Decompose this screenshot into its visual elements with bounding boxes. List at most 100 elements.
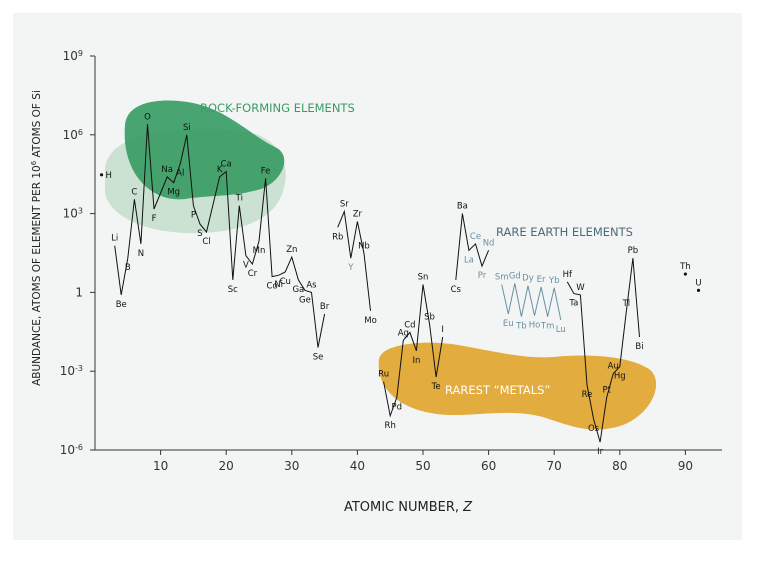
element-label-n: N (138, 249, 144, 259)
element-label-br: Br (320, 302, 330, 312)
x-tick-label: 80 (612, 459, 627, 473)
abundance-series-segment-2 (337, 209, 371, 311)
y-axis-title: ABUNDANCE, ATOMS OF ELEMENT PER 106 ATOM… (30, 90, 43, 386)
element-label-lu: Lu (556, 325, 566, 335)
element-label-y: Y (347, 263, 354, 273)
element-label-co: Co (267, 282, 278, 292)
abundance-series-segment-1 (114, 124, 326, 348)
element-label-sc: Sc (228, 285, 238, 295)
element-label-w: W (576, 283, 585, 293)
element-label-ni: Ni (274, 280, 283, 290)
element-label-rb: Rb (332, 232, 343, 242)
element-label-sm: Sm (495, 272, 509, 282)
x-tick-label: 30 (284, 459, 299, 473)
element-label-v: V (243, 261, 249, 271)
element-label-na: Na (161, 165, 173, 175)
element-label-li: Li (111, 234, 118, 244)
element-label-be: Be (116, 300, 127, 310)
point-u (696, 288, 701, 292)
rare-earth-elements-label: RARE EARTH ELEMENTS (496, 225, 633, 239)
abundance-series-segment-5 (501, 283, 562, 321)
element-label-se: Se (313, 352, 324, 362)
element-label-in: In (412, 356, 420, 366)
x-tick-label: 20 (219, 459, 234, 473)
element-label-cr: Cr (248, 269, 258, 279)
element-label-nb: Nb (358, 242, 370, 252)
point-h (99, 173, 104, 177)
abundance-series-segment-4 (455, 213, 490, 280)
element-label-pd: Pd (391, 402, 402, 412)
element-label-mo: Mo (364, 316, 377, 326)
element-label-gd: Gd (509, 271, 521, 281)
element-label-tl: Tl (622, 299, 631, 309)
rarest-metals-region (378, 342, 657, 430)
element-label-dy: Dy (522, 274, 534, 284)
element-label-ba: Ba (457, 202, 468, 212)
x-tick-label: 50 (415, 459, 430, 473)
element-label-nd: Nd (483, 238, 495, 248)
abundance-series-segment-6 (566, 258, 640, 443)
element-label-sr: Sr (340, 200, 349, 210)
element-label-cu: Cu (280, 277, 291, 287)
y-tick-label: 10-6 (60, 443, 83, 458)
element-label-c: C (131, 187, 137, 197)
element-label-ti: Ti (235, 194, 243, 204)
element-label-al: Al (176, 169, 184, 179)
rarest-metals-label: RAREST “METALS” (445, 383, 550, 397)
element-label-s: S (197, 229, 202, 239)
point-th (683, 272, 688, 276)
element-label-ce: Ce (470, 232, 481, 242)
y-tick-label: 1 (75, 285, 83, 299)
element-label-as: As (306, 280, 317, 290)
element-label-f: F (152, 214, 157, 224)
abundance-chart: 10 20 30 40 50 60 70 80 90 109 106 103 1 10-3 10-6 Li… (30, 49, 722, 515)
x-tick-label: 10 (153, 459, 168, 473)
element-label-tb: Tb (515, 322, 527, 332)
element-label-zr: Zr (353, 210, 363, 220)
element-label-hf: Hf (563, 270, 573, 280)
element-label-er: Er (537, 275, 546, 285)
element-label-o: O (144, 112, 151, 122)
y-tick-label: 10-3 (60, 364, 83, 379)
element-label-bi: Bi (635, 342, 643, 352)
element-label-pr: Pr (478, 271, 487, 281)
element-label-os: Os (588, 424, 600, 434)
element-label-si: Si (183, 123, 191, 133)
abundance-series-segment-3 (383, 284, 444, 418)
element-label-h: H (106, 171, 112, 181)
element-label-fe: Fe (261, 166, 271, 176)
element-label-rh: Rh (385, 421, 396, 431)
element-label-re: Re (582, 390, 593, 400)
x-axis-title: ATOMIC NUMBER, Z (344, 500, 473, 515)
x-tick-label: 40 (350, 459, 365, 473)
element-label-eu: Eu (503, 319, 514, 329)
element-label-u: U (695, 278, 701, 288)
element-label-th: Th (679, 262, 691, 272)
element-label-ta: Ta (568, 299, 578, 309)
element-label-hg: Hg (614, 372, 626, 382)
element-label-ca: Ca (221, 160, 232, 170)
element-label-ir: Ir (597, 447, 604, 457)
element-label-au: Au (608, 362, 619, 372)
element-label-cd: Cd (404, 320, 415, 330)
element-label-k: K (217, 165, 223, 175)
element-label-sb: Sb (424, 312, 435, 322)
y-tick-label: 109 (63, 49, 83, 64)
x-tick-label: 60 (481, 459, 496, 473)
element-label-cs: Cs (451, 285, 462, 295)
element-label-sn: Sn (418, 272, 429, 282)
y-tick-label: 106 (63, 127, 83, 142)
y-tick-label: 103 (63, 206, 83, 221)
x-tick-label: 90 (678, 459, 693, 473)
rock-forming-inner-region (124, 100, 285, 200)
element-label-ho: Ho (529, 321, 541, 331)
rock-forming-elements-label: ROCK-FORMING ELEMENTS (200, 101, 355, 115)
element-label-i: I (441, 325, 444, 335)
element-label-ag: Ag (398, 328, 409, 338)
element-label-ga: Ga (292, 285, 304, 295)
element-label-ru: Ru (378, 370, 389, 380)
element-label-yb: Yb (548, 276, 560, 286)
element-label-pb: Pb (628, 246, 639, 256)
element-label-tm: Tm (540, 322, 554, 332)
chart-frame: 10 20 30 40 50 60 70 80 90 109 106 103 1 10-3 10-6 Li… (13, 13, 742, 540)
